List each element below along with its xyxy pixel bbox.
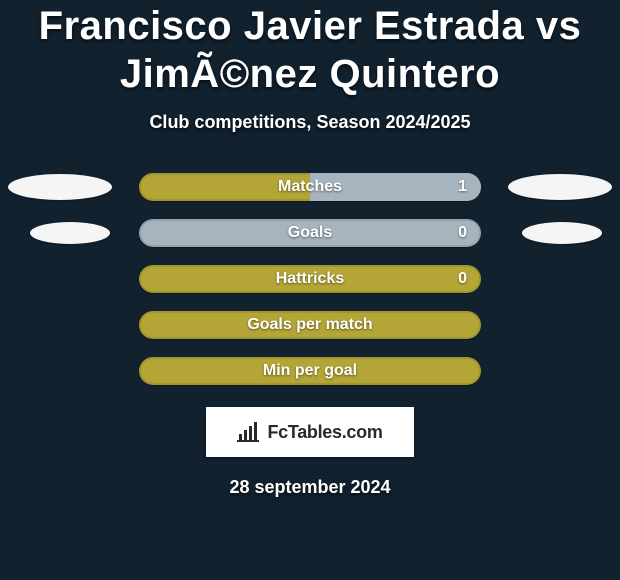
fctables-logo: FcTables.com bbox=[206, 407, 414, 457]
stat-label: Matches bbox=[278, 178, 342, 196]
stat-pill: Hattricks 0 bbox=[139, 265, 481, 293]
stat-pill: Matches 1 bbox=[139, 173, 481, 201]
stat-label: Hattricks bbox=[276, 270, 344, 288]
page-date: 28 september 2024 bbox=[0, 477, 620, 498]
stat-row: Matches 1 bbox=[0, 173, 620, 201]
bar-chart-icon bbox=[237, 422, 261, 442]
left-ellipse bbox=[30, 222, 110, 244]
stat-row: Min per goal bbox=[0, 357, 620, 385]
stat-pill: Min per goal bbox=[139, 357, 481, 385]
stat-label: Goals per match bbox=[247, 316, 372, 334]
stat-row: Goals 0 bbox=[0, 219, 620, 247]
page-title: Francisco Javier Estrada vs JimÃ©nez Qui… bbox=[0, 0, 620, 98]
left-ellipse bbox=[8, 174, 112, 200]
stat-label: Min per goal bbox=[263, 362, 357, 380]
stat-pill: Goals 0 bbox=[139, 219, 481, 247]
right-ellipse bbox=[508, 174, 612, 200]
stat-label: Goals bbox=[288, 224, 332, 242]
logo-text: FcTables.com bbox=[267, 422, 382, 443]
right-ellipse bbox=[522, 222, 602, 244]
page-subtitle: Club competitions, Season 2024/2025 bbox=[0, 112, 620, 133]
stat-pill: Goals per match bbox=[139, 311, 481, 339]
stat-value: 0 bbox=[458, 224, 467, 242]
stat-row: Goals per match bbox=[0, 311, 620, 339]
stats-container: Matches 1 Goals 0 Hattricks 0 Goals per match M… bbox=[0, 173, 620, 385]
page-root: Francisco Javier Estrada vs JimÃ©nez Qui… bbox=[0, 0, 620, 580]
stat-row: Hattricks 0 bbox=[0, 265, 620, 293]
stat-value: 1 bbox=[458, 178, 467, 196]
stat-value: 0 bbox=[458, 270, 467, 288]
